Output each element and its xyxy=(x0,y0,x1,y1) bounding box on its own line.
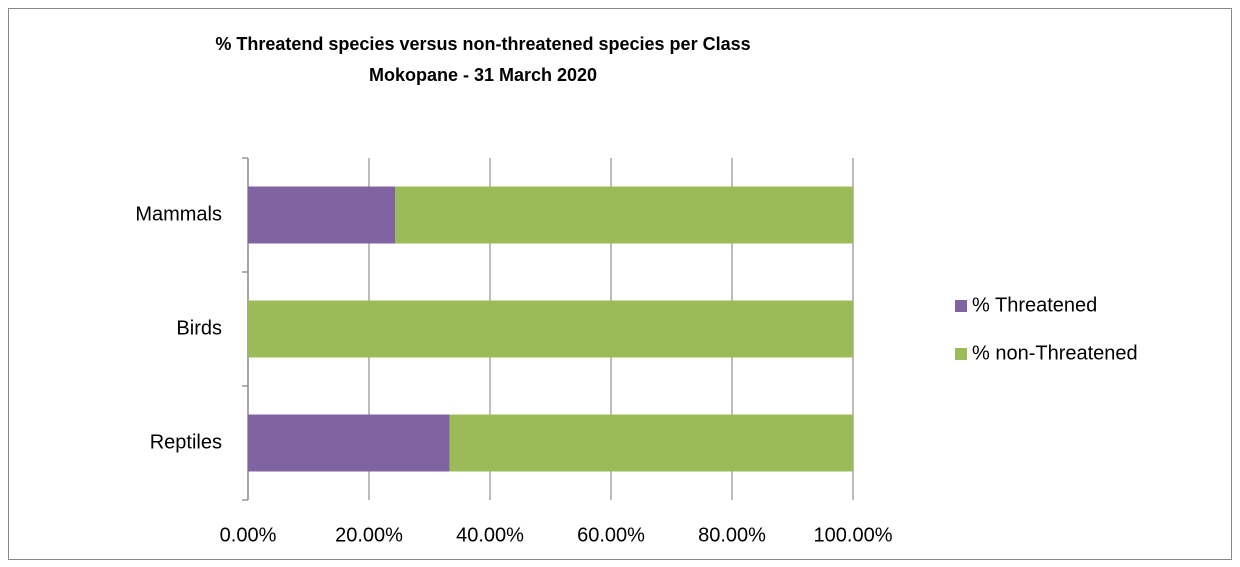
bar-segment xyxy=(248,300,853,358)
legend-swatch xyxy=(955,348,967,360)
x-tick-label: 80.00% xyxy=(698,524,766,546)
chart-subtitle: Mokopane - 31 March 2020 xyxy=(369,65,597,85)
y-tick-label: Birds xyxy=(176,317,222,339)
x-tick-label: 0.00% xyxy=(220,524,277,546)
y-tick-label: Reptiles xyxy=(150,431,222,453)
legend-swatch xyxy=(955,300,967,312)
chart-frame xyxy=(8,8,1232,560)
bar-segment xyxy=(248,186,396,244)
chart-title: % Threatend species versus non-threatene… xyxy=(215,34,750,54)
x-tick-label: 20.00% xyxy=(335,524,403,546)
legend-label: % non-Threatened xyxy=(972,342,1138,364)
bar-segment xyxy=(248,414,450,472)
x-tick-label: 40.00% xyxy=(456,524,524,546)
x-tick-label: 100.00% xyxy=(814,524,893,546)
legend-label: % Threatened xyxy=(972,294,1097,316)
bar-segment xyxy=(395,186,853,244)
bar-segment xyxy=(449,414,853,472)
y-tick-label: Mammals xyxy=(135,203,222,225)
x-tick-label: 60.00% xyxy=(577,524,645,546)
